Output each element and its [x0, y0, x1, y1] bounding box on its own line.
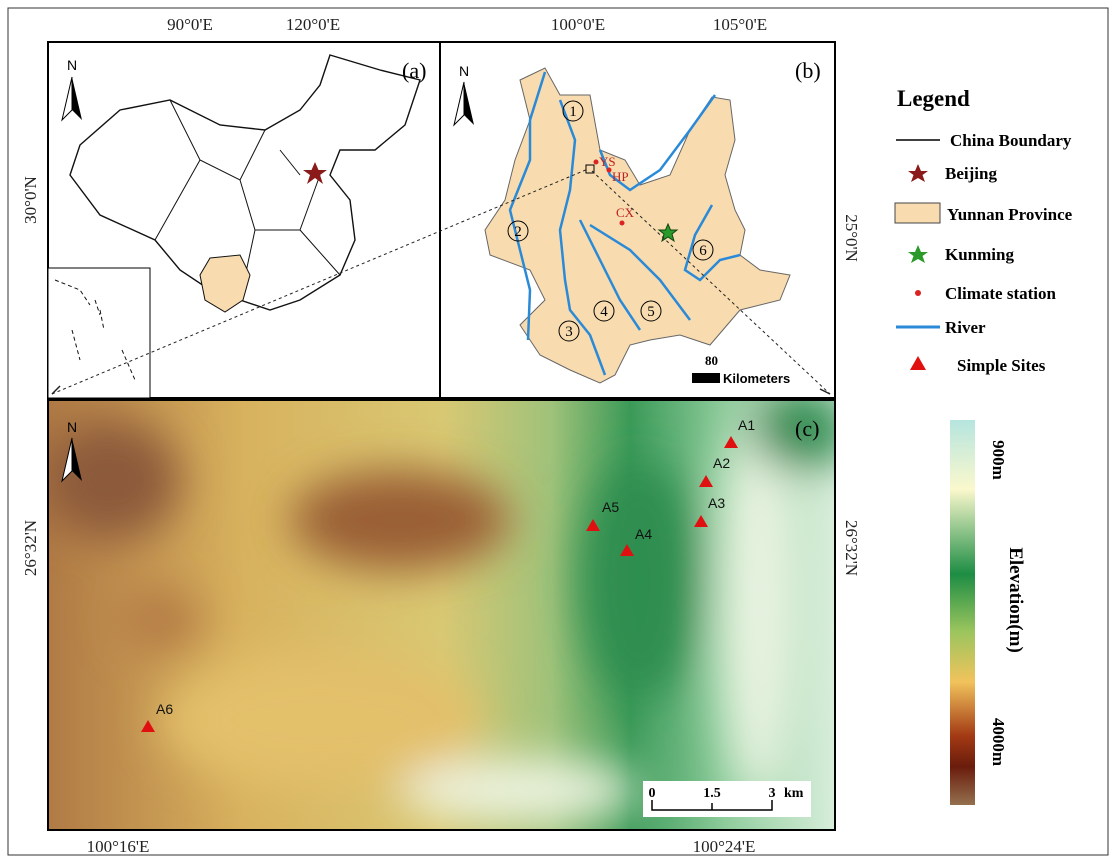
- colorbar-min: 4000m: [989, 718, 1008, 766]
- lon-label: 100°24'E: [693, 837, 756, 856]
- legend-swatch: [908, 245, 928, 263]
- highland: [40, 420, 180, 540]
- region-number: 4: [600, 304, 608, 320]
- lon-label: 105°0'E: [713, 15, 767, 34]
- legend-label: Yunnan Province: [947, 205, 1073, 224]
- panel-label: (b): [795, 58, 821, 83]
- panel-a: (a) N: [48, 42, 440, 398]
- site-label: A1: [738, 417, 755, 433]
- panel-b: 1 2 3 4 5 6 YS HP CX 80 Kilometers (b) N: [440, 42, 835, 398]
- legend-label: China Boundary: [950, 131, 1072, 150]
- lat-label: 30°0'N: [21, 176, 40, 224]
- colorbar-max: 900m: [989, 440, 1008, 480]
- lon-label: 100°0'E: [551, 15, 605, 34]
- legend-label: Simple Sites: [957, 356, 1046, 375]
- scale-tick: 0: [649, 786, 656, 801]
- lat-label: 25°0'N: [842, 214, 861, 262]
- site-label: A6: [156, 701, 173, 717]
- colorbar: 900m 4000m Elevation(m): [950, 420, 1026, 805]
- panel-label: (a): [402, 58, 426, 83]
- site-label: A2: [713, 455, 730, 471]
- slope: [160, 650, 480, 790]
- scale-tick: 3: [769, 786, 776, 801]
- region-number: 3: [565, 324, 573, 340]
- station-label: YS: [599, 154, 616, 169]
- station-dot: [620, 221, 625, 226]
- site-label: A4: [635, 526, 652, 542]
- scale-bar: [692, 373, 720, 383]
- legend-swatch: [915, 290, 921, 296]
- lon-label: 100°16'E: [87, 837, 150, 856]
- lon-label: 120°0'E: [286, 15, 340, 34]
- legend-label: River: [945, 318, 986, 337]
- station-label: HP: [612, 169, 629, 184]
- legend: Legend China Boundary Beijing Yunnan Pro…: [895, 86, 1073, 375]
- north-label: N: [459, 63, 469, 79]
- panel-label: (c): [795, 416, 819, 441]
- highland: [290, 470, 510, 570]
- station-label: CX: [616, 205, 635, 220]
- scale-tick: 1.5: [703, 786, 721, 801]
- colorbar-ramp: [950, 420, 975, 805]
- scale-value: 80: [705, 353, 718, 368]
- legend-label: Kunming: [945, 245, 1014, 264]
- region-number: 6: [699, 243, 707, 259]
- north-label: N: [67, 57, 77, 73]
- legend-title: Legend: [897, 86, 970, 111]
- region-number: 5: [647, 304, 655, 320]
- scale-unit: km: [784, 786, 804, 801]
- panel-c: A1 A2 A3 A4 A5 A6 0 1.5 3 km (c) N: [40, 390, 850, 830]
- region-number: 2: [514, 224, 522, 240]
- lat-label: 26°32'N: [21, 520, 40, 576]
- legend-swatch: [908, 164, 928, 182]
- figure: 90°0'E 120°0'E 100°0'E 105°0'E 30°0'N 26…: [0, 0, 1116, 863]
- valley: [580, 460, 700, 700]
- lat-label: 26°32'N: [842, 520, 861, 576]
- region-number: 1: [569, 104, 577, 120]
- station-dot: [594, 160, 599, 165]
- station-dot: [607, 168, 612, 173]
- highland: [120, 590, 200, 650]
- lon-label: 90°0'E: [167, 15, 213, 34]
- legend-swatch: [910, 356, 926, 370]
- legend-label: Climate station: [945, 284, 1057, 303]
- scale-unit: Kilometers: [723, 371, 790, 386]
- legend-swatch: [895, 203, 940, 223]
- legend-label: Beijing: [945, 164, 997, 183]
- north-label: N: [67, 419, 77, 435]
- colorbar-title: Elevation(m): [1005, 547, 1026, 653]
- site-label: A3: [708, 495, 725, 511]
- site-label: A5: [602, 499, 619, 515]
- valley-floor: [400, 760, 640, 820]
